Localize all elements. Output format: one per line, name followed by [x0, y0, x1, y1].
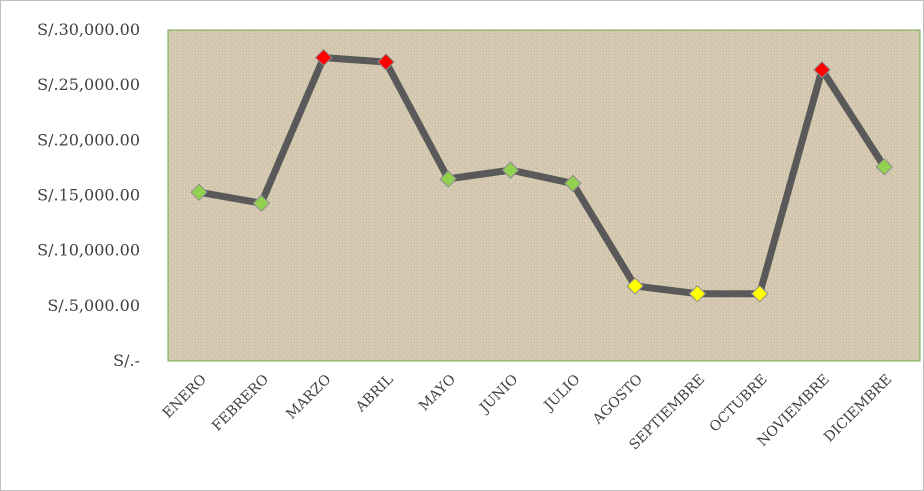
data-point-marker [252, 194, 271, 212]
series-line [195, 54, 888, 298]
x-tick-label: OCTUBRE [707, 372, 771, 436]
data-point-marker [439, 170, 457, 188]
y-tick-label: S/.25,000.00 [37, 75, 140, 94]
y-tick-label: S/.15,000.00 [37, 186, 140, 205]
y-tick-label: S/.5,000.00 [47, 296, 140, 315]
y-tick-label: S/.20,000.00 [37, 130, 140, 149]
data-point-marker [190, 183, 208, 201]
data-point-marker [501, 161, 520, 179]
x-tick-label: MARZO [283, 372, 334, 423]
y-tick-label: S/.30,000.00 [37, 20, 140, 39]
data-point-marker [377, 53, 395, 71]
x-tick-label: ABRIL [352, 372, 396, 416]
y-tick-label: S/.- [113, 351, 140, 370]
plot-area [167, 29, 921, 362]
data-point-marker [564, 174, 582, 193]
x-tick-label: JUNIO [476, 372, 522, 418]
data-point-marker [875, 158, 894, 176]
data-point-marker [688, 284, 707, 303]
x-tick-label: JULIO [540, 372, 584, 416]
x-tick-label: FEBRERO [209, 372, 272, 435]
x-tick-label: AGOSTO [589, 372, 646, 429]
data-point-marker [750, 284, 769, 303]
data-point-marker [626, 277, 644, 295]
data-point-marker [314, 48, 333, 67]
data-point-marker [813, 61, 831, 79]
x-tick-label: MAYO [416, 372, 459, 415]
y-tick-label: S/.10,000.00 [37, 241, 140, 260]
x-tick-label: ENERO [160, 372, 210, 422]
